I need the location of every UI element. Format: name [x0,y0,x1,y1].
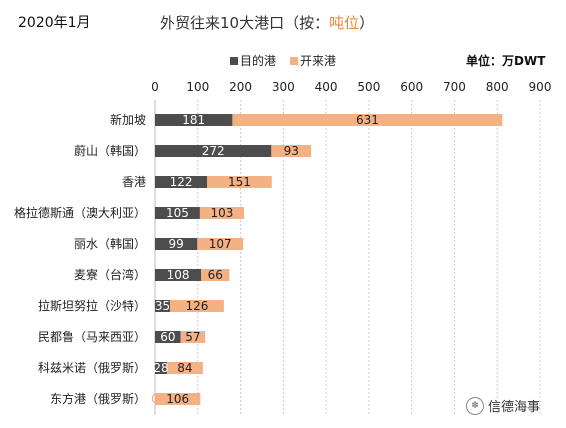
category-label: 新加坡 [110,112,146,127]
data-label-origin: 631 [356,113,379,127]
category-label: 东方港（俄罗斯） [50,391,146,406]
data-label-origin: 57 [185,330,200,344]
data-label-destination: 108 [167,268,190,282]
bar-destination [155,238,198,250]
category-label: 拉斯坦努拉（沙特） [38,298,146,313]
category-label: 香港 [122,175,146,189]
data-label-destination: 272 [202,144,225,158]
data-label-destination: 122 [170,175,193,189]
data-label-origin: 84 [177,361,192,375]
x-tick-label: 200 [229,80,252,94]
legend-item-origin: 开来港 [290,52,336,69]
legend-label-origin: 开来港 [300,54,337,68]
legend-swatch-origin [290,56,299,65]
bar-destination [155,269,202,281]
bar-origin [169,300,224,312]
legend-swatch-destination [230,56,238,65]
category-label: 格拉德斯通（澳大利亚） [14,205,146,220]
x-tick-label: 800 [486,80,509,94]
x-tick-label: 600 [400,80,423,94]
category-label: 蔚山（韩国） [74,143,146,158]
data-label-origin: 93 [284,144,299,158]
data-label-destination: 105 [166,206,189,220]
bar-destination [155,114,233,126]
watermark: ✽ 信德海事 [466,396,540,415]
category-label: 丽水（韩国） [74,236,146,251]
bar-origin [199,207,244,219]
data-label-origin: 107 [209,237,232,251]
data-label-origin: 103 [210,206,233,220]
bar-origin [201,269,230,281]
data-label-origin: 106 [166,392,189,406]
bar-origin [180,331,206,343]
x-tick-label: 400 [315,80,338,94]
bar-origin [232,114,503,126]
x-tick-label: 300 [272,80,295,94]
bar-destination [155,207,200,219]
watermark-text: 信德海事 [488,400,541,415]
legend-item-destination: 目的港 [230,52,276,69]
category-label: 麦寮（台湾） [74,267,146,282]
bar-destination [155,176,208,188]
bar-destination [155,331,181,343]
date-label: 2020年1月 [18,15,91,31]
data-label-origin: 151 [228,175,251,189]
data-label-destination: 35 [155,299,170,313]
bar-origin [197,238,244,250]
data-label-destination: 181 [182,113,205,127]
data-label-destination: 0 [151,392,159,406]
x-tick-label: 700 [443,80,466,94]
legend: 目的港 开来港 [230,52,346,69]
x-tick-label: 0 [151,80,159,94]
unit-label: 单位：万DWT [466,54,546,68]
wechat-icon: ✽ [466,396,484,415]
bar-destination [155,145,272,157]
x-tick-label: 500 [357,80,380,94]
data-label-destination: 28 [153,361,168,375]
x-tick-label: 100 [186,80,209,94]
data-label-destination: 60 [160,330,175,344]
bar-origin [271,145,312,157]
data-label-origin: 126 [185,299,208,313]
legend-label-destination: 目的港 [240,54,277,68]
bar-destination [155,300,170,312]
x-tick-label: 900 [529,80,552,94]
chart-title: 外贸往来10大港口（按：吨位） [160,12,374,33]
bar-origin [166,362,203,374]
bar-origin [207,176,272,188]
category-label: 民都鲁（马来西亚） [38,330,146,344]
title-highlight: 吨位 [329,14,360,32]
title-end: ） [359,14,375,32]
title-main: 外贸往来10大港口（按： [160,14,330,32]
data-label-destination: 99 [169,237,184,251]
bar-origin [155,393,201,405]
bar-destination [155,362,167,374]
category-label: 科兹米诺（俄罗斯） [38,361,146,375]
data-label-origin: 66 [208,268,223,282]
